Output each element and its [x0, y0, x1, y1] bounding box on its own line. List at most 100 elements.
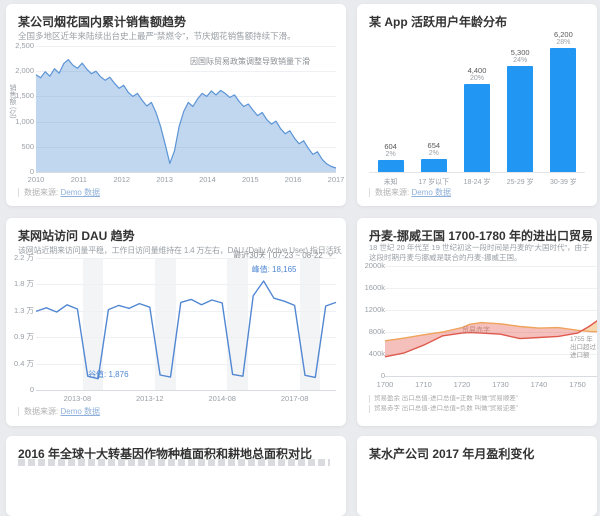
range-value: 07-23 ~ 08-22 [272, 251, 323, 260]
weekend-band [154, 258, 176, 390]
y-axis-tick-label: 1600k [364, 283, 385, 292]
gridline [36, 337, 336, 339]
bar-category-label: 未知 [383, 179, 398, 186]
chart-subtitle: 全国多地区近年来陆续出台史上最严“禁燃令”，节庆烟花销售额持续下滑。 [18, 31, 296, 41]
card-fireworks-sales-chart: 某公司烟花国内累计销售额趋势 全国多地区近年来陆续出台史上最严“禁燃令”，节庆烟… [6, 4, 346, 206]
y-axis-tick-label: 400k [368, 349, 385, 358]
gridline [36, 310, 336, 312]
deficit-label: 贸易赤字 [462, 327, 490, 334]
age-bar-plot: 604 2% 未知 654 2% 17 岁以下 4,400 20% 18-24 岁 5,300 24… [369, 30, 585, 186]
bar-percent-label: 20% [469, 75, 484, 82]
x-axis-tick-label: 2010 [27, 175, 45, 184]
weekend-band [82, 258, 104, 390]
x-axis-tick-label: 2011 [70, 175, 87, 184]
y-axis-tick-label: 0 [29, 167, 34, 176]
bar-percent-label: 2% [428, 150, 439, 157]
trade-area-plot: 2000k 1600k 1200k 800k 400k 0 1700 1710 1720 1730… [365, 262, 597, 389]
y-axis-tick-label: 0.4 万 [13, 358, 34, 368]
chart-annotation: 1755 年 出口超过 进口额 [570, 336, 597, 360]
dau-line-plot: 2.2 万 1.8 万 1.3 万 0.9 万 0.4 万 0 2013-08 2013-12… [14, 254, 337, 403]
bar-value-label: 4,400 [467, 66, 487, 75]
bar [464, 84, 490, 172]
y-axis-tick-label: 1,500 [15, 91, 34, 101]
x-axis-tick-label: 1710 [415, 380, 432, 389]
y-axis-tick-label: 0.9 万 [13, 332, 34, 342]
gridline [36, 258, 336, 259]
chart-title: 丹麦-挪威王国 1700-1780 年的进出口贸易 [369, 229, 594, 243]
y-axis-tick-label: 2,000 [15, 66, 34, 76]
gridline [36, 96, 336, 98]
annotation-line: 出口超过 [570, 344, 596, 351]
bar [377, 160, 404, 172]
bar-category-label: 17 岁以下 [418, 179, 450, 186]
data-source: 数据来源: Demo 数据 [18, 407, 100, 416]
data-source: 数据来源: Demo 数据 [369, 188, 451, 197]
x-axis-tick-label: 2017-08 [280, 394, 309, 403]
gridline [385, 376, 597, 377]
y-axis-tick-label: 0 [29, 385, 34, 394]
x-axis-tick-label: 1720 [453, 380, 471, 389]
card-gmo-area-chart: 2016 年全球十大转基因作物种植面积和耕地总面积对比 [6, 436, 346, 516]
chart-subtitle-cutoff [18, 459, 330, 466]
x-axis-line [369, 172, 585, 173]
x-axis-tick-label: 1700 [376, 380, 394, 389]
data-source: 数据来源: Demo 数据 [18, 188, 100, 197]
x-axis-tick-label: 2015 [241, 175, 259, 184]
y-axis-tick-label: 1.3 万 [13, 305, 34, 315]
x-axis-tick-label: 2014 [199, 175, 216, 184]
gridline [385, 310, 597, 311]
chart-title: 某水产公司 2017 年月盈利变化 [369, 447, 535, 461]
gridline [36, 172, 336, 173]
card-dau-trend-chart: 某网站访问 DAU 趋势 该网站近期来访问量平稳，工作日访问量维持在 1.4 万… [6, 218, 346, 426]
y-axis-title: 销售额 (亿) [9, 84, 16, 119]
card-trade-chart: 丹麦-挪威王国 1700-1780 年的进出口贸易 18 世纪 20 年代至 1… [357, 218, 597, 426]
x-axis-tick-label: 1740 [530, 380, 548, 389]
data-source-link[interactable]: Demo 数据 [60, 188, 101, 197]
gridline [36, 390, 336, 391]
data-source-label: 数据来源: [375, 188, 410, 197]
bar-value-label: 6,200 [554, 30, 573, 39]
chart-title: 某网站访问 DAU 趋势 [18, 229, 135, 243]
bar-percent-label: 2% [385, 151, 396, 158]
bar-value-label: 604 [384, 142, 397, 151]
data-source-link[interactable]: Demo 数据 [60, 407, 101, 416]
weekend-band [227, 258, 249, 390]
gridline [385, 354, 597, 355]
chart-svg [35, 59, 337, 172]
bar [507, 66, 534, 172]
chart-subtitle: 该网站近期来访问量平稳，工作日访问量维持在 1.4 万左右，DAU (Daily… [18, 246, 342, 255]
y-axis-tick-label: 1,000 [15, 116, 34, 126]
bar-percent-label: 24% [513, 57, 528, 64]
gridline [385, 288, 597, 289]
x-axis-tick-label: 2013-12 [136, 394, 164, 403]
bar-category-label: 25-29 岁 [506, 179, 534, 186]
valley-annotation: 谷值: 1,876 [88, 369, 129, 379]
gridline [36, 146, 336, 148]
gridline [36, 71, 336, 73]
bar [550, 48, 577, 172]
y-axis-tick-label: 1200k [364, 305, 385, 314]
chart-svg [35, 280, 337, 380]
card-fishery-profit-chart: 某水产公司 2017 年月盈利变化 [357, 436, 597, 516]
y-axis-tick-label: 2000k [364, 261, 385, 270]
chart-annotation: 因国际贸易政策调整导致销量下滑 [190, 57, 310, 66]
gridline [385, 332, 597, 333]
data-source-link[interactable]: Demo 数据 [411, 188, 452, 197]
chart-title: 某公司烟花国内累计销售额趋势 [18, 15, 187, 29]
peak-annotation: 峰值: 18,165 [251, 265, 297, 274]
x-axis-tick-label: 2013-08 [63, 394, 92, 403]
legend-note-surplus: 贸易盈余 出口总值-进口总值=正数 叫做“贸易顺差” [369, 395, 595, 403]
bar [420, 159, 447, 172]
date-range-selector[interactable]: 最近30天 | 07-23 ~ 08-22 [233, 250, 334, 261]
annotation-line: 1755 年 [570, 336, 593, 343]
gridline [36, 121, 336, 123]
chart-title: 某 App 活跃用户年龄分布 [369, 15, 507, 29]
bar-category-label: 18-24 岁 [463, 179, 491, 186]
legend-note-deficit: 贸易赤字 出口总值-进口总值=负数 叫做“贸易逆差” [369, 405, 595, 413]
y-axis-tick-label: 0 [380, 371, 385, 380]
weekend-band [299, 258, 321, 390]
x-axis-tick-label: 1730 [492, 380, 509, 389]
x-axis-tick-label: 2014-08 [208, 394, 236, 403]
y-axis-tick-label: 1.8 万 [13, 279, 34, 289]
card-age-distribution-chart: 某 App 活跃用户年龄分布 604 2% 未知 654 2% 17 岁以下 4,400 20… [357, 4, 597, 206]
